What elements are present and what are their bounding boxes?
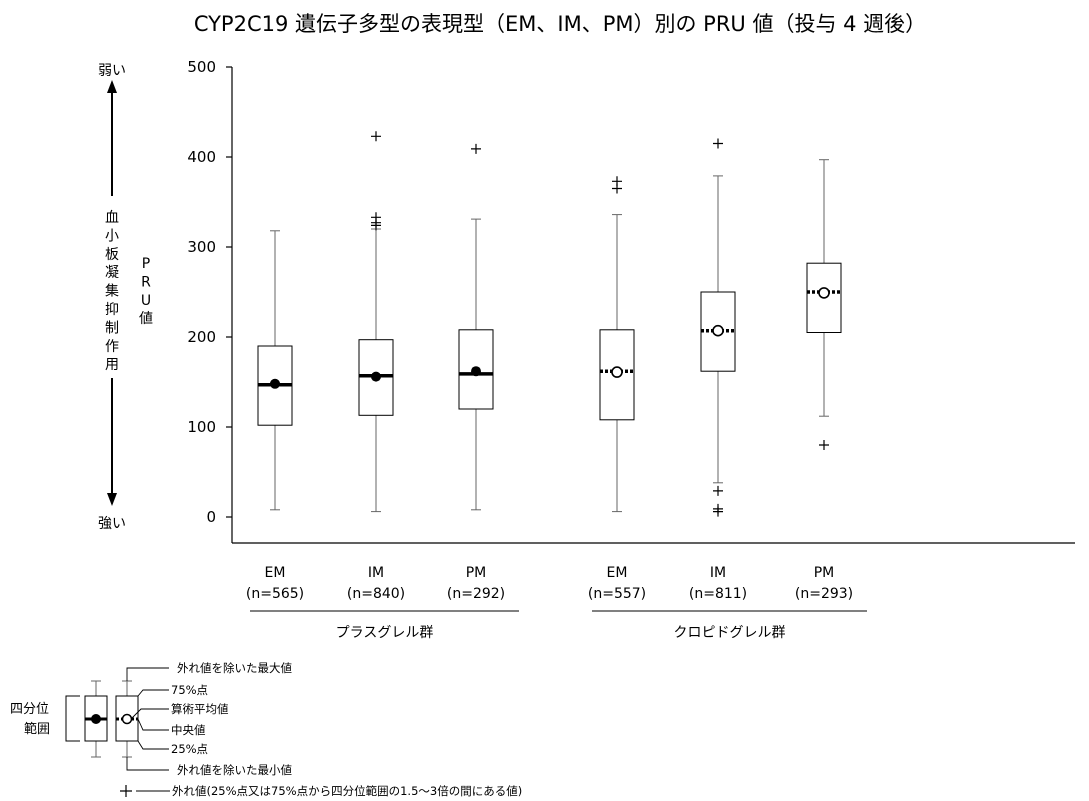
box-2 (458, 143, 494, 511)
x-category-n: (n=811) (689, 586, 747, 602)
box-1 (358, 131, 394, 513)
x-category-label: IM (710, 565, 726, 581)
group-label: プラスグレル群 (336, 625, 434, 641)
box-3 (599, 176, 635, 513)
legend-max-label: 外れ値を除いた最大値 (177, 661, 292, 675)
x-category-n: (n=292) (447, 586, 505, 602)
legend-iqr-label-1: 四分位 (10, 702, 49, 717)
legend-pointer (137, 689, 169, 697)
outlier-marker (371, 212, 381, 223)
legend-mean (91, 714, 101, 724)
x-category-n: (n=840) (347, 586, 405, 602)
x-category-n: (n=565) (246, 586, 304, 602)
legend-iqr-label-2: 範囲 (24, 722, 50, 737)
chart-title: CYP2C19 遺伝子多型の表現型（EM、IM、PM）別の PRU 値（投与 4… (194, 12, 926, 36)
mean-marker (371, 371, 381, 382)
y-tick-label: 400 (187, 148, 216, 166)
box-5 (806, 159, 842, 450)
outlier-marker (713, 485, 723, 496)
x-category-label: EM (607, 565, 628, 581)
y-tick-label: 300 (187, 238, 216, 256)
y-tick-label: 500 (187, 58, 216, 76)
mean-marker (270, 378, 280, 389)
legend-mean-label: 算術平均値 (171, 702, 229, 716)
box-4 (700, 138, 736, 517)
legend-median-label: 中央値 (171, 723, 206, 737)
legend-q1-label: 25%点 (171, 742, 208, 756)
legend-pointer (130, 708, 169, 720)
legend-outlier-marker (120, 785, 132, 797)
outlier-marker (819, 440, 829, 450)
legend-box-solid (84, 680, 108, 758)
legend-box-dotted (115, 680, 139, 758)
mean-marker (471, 366, 481, 377)
legend-outlier-label: 外れ値(25%点又は75%点から四分位範囲の1.5～3倍の間にある値) (172, 784, 522, 798)
group-label: クロピドグレル群 (674, 625, 786, 641)
outlier-marker (713, 503, 723, 514)
mean-marker (712, 324, 724, 337)
side-arrow-up-head (107, 80, 117, 93)
outlier-marker (612, 176, 622, 187)
x-category-label: PM (466, 565, 487, 581)
box-0 (257, 230, 293, 511)
legend-pointer (126, 757, 169, 771)
side-arrow-down-head (107, 493, 117, 506)
legend-mean (121, 713, 133, 725)
mean-marker (611, 366, 623, 378)
y-tick-label: 200 (187, 328, 216, 346)
legend-pointer (137, 740, 169, 750)
y-tick-label: 100 (187, 418, 216, 436)
legend-pointer (126, 667, 169, 681)
x-category-n: (n=557) (588, 586, 646, 602)
y-tick-label: 0 (206, 508, 216, 526)
outlier-marker (371, 131, 381, 142)
side-axis-top-label: 弱い (98, 63, 126, 79)
legend-min-label: 外れ値を除いた最小値 (177, 763, 292, 777)
side-axis-bottom-label: 強い (98, 516, 126, 532)
outlier-marker (471, 143, 481, 154)
x-category-label: IM (368, 565, 384, 581)
legend-q3-label: 75%点 (171, 683, 208, 697)
x-category-label: EM (265, 565, 286, 581)
mean-marker (818, 287, 830, 299)
legend-iqr-bracket (65, 695, 80, 742)
outlier-marker (713, 138, 723, 149)
x-category-n: (n=293) (795, 586, 853, 602)
legend-pointer (137, 718, 169, 731)
x-category-label: PM (814, 565, 835, 581)
side-axis-label: 血小板凝集抑制作用 (105, 210, 119, 373)
